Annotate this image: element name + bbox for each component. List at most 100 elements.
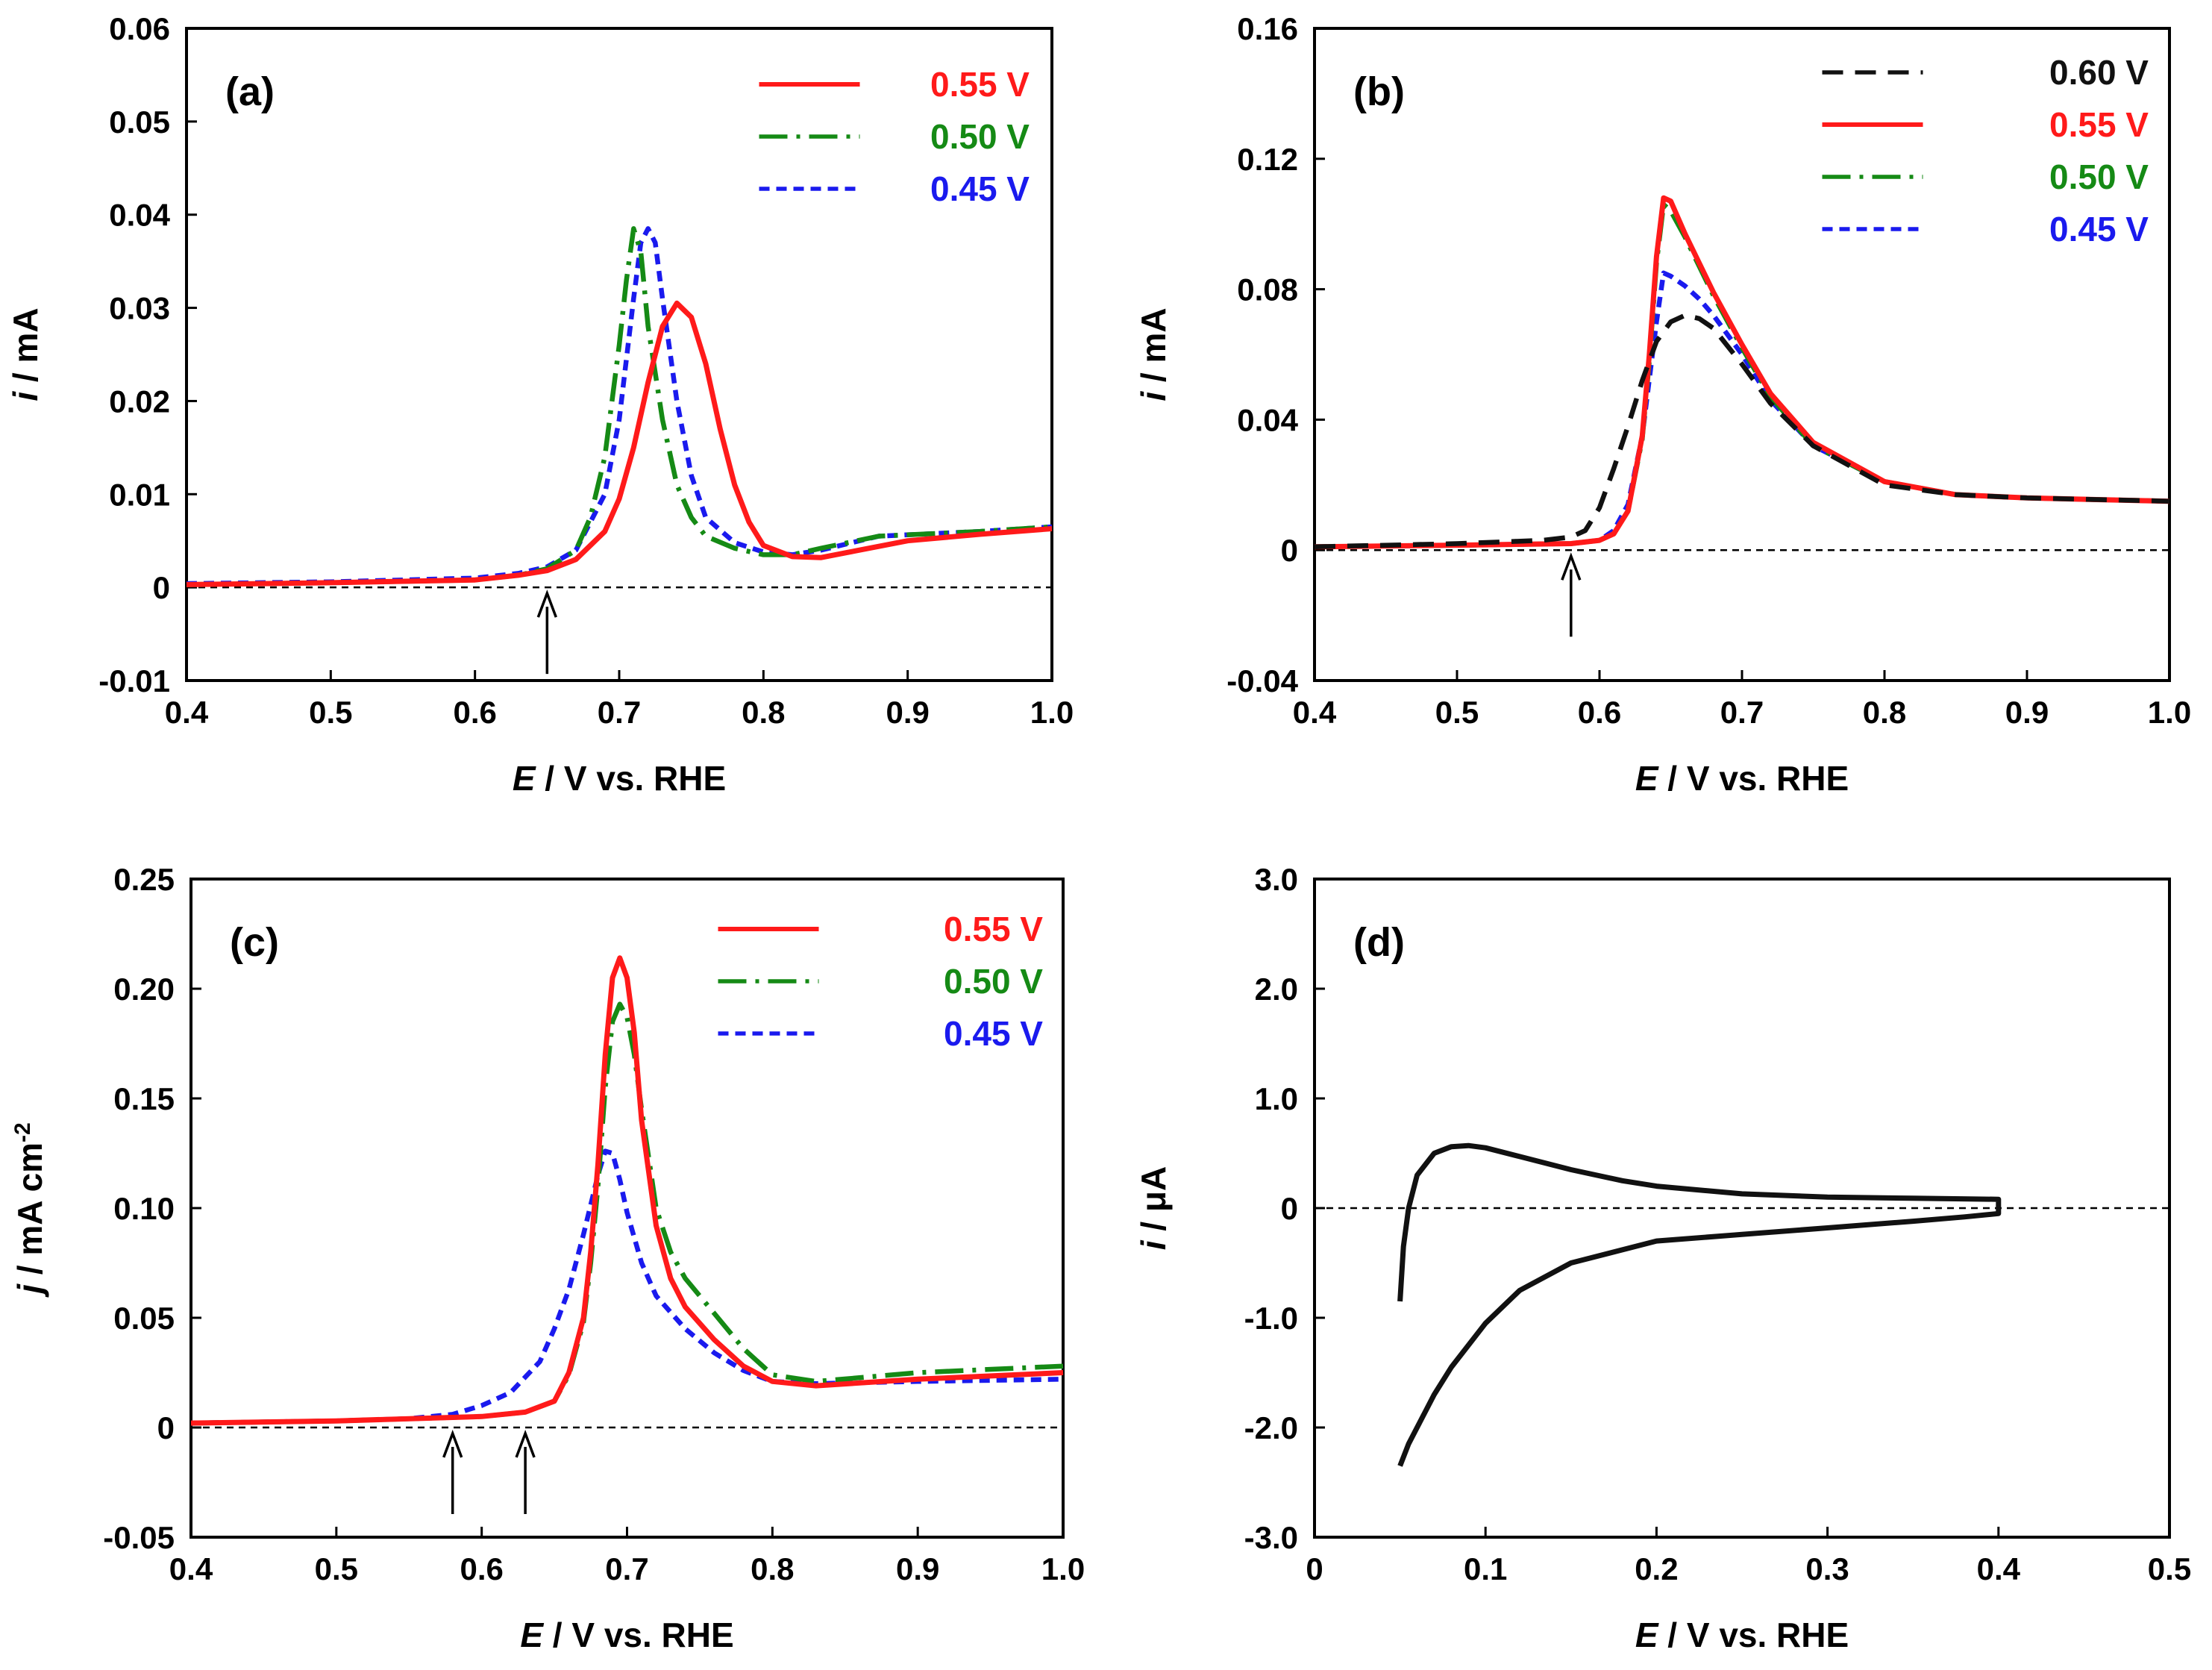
x-tick-label: 0.5 bbox=[309, 695, 352, 730]
x-tick-label: 1.0 bbox=[1030, 695, 1074, 730]
y-axis-label: i / μA bbox=[1134, 1166, 1173, 1251]
plot-frame bbox=[1313, 878, 2171, 1539]
panel-b: 0.4 0.5 0.6 0.7 0.8 0.9 1.0 -0.04 0 0.04 0.08 0.12 0… bbox=[1134, 11, 2191, 798]
panel-c: 0.4 0.5 0.6 0.7 0.8 0.9 1.0 -0.05 0 0.05 0.10 0.15 0… bbox=[10, 862, 1085, 1654]
y-tick-label: 0.05 bbox=[113, 1301, 175, 1336]
legend-label: 0.45 V bbox=[944, 1014, 1043, 1053]
y-tick-label: -0.05 bbox=[103, 1520, 175, 1555]
plot-frame bbox=[1313, 27, 2171, 682]
legend-label: 0.50 V bbox=[2049, 157, 2149, 196]
x-tick-label: 0.4 bbox=[1293, 695, 1337, 730]
y-tick-label: 0 bbox=[1281, 1191, 1298, 1226]
y-tick-label: 0.10 bbox=[113, 1191, 175, 1226]
legend-label: 0.50 V bbox=[944, 962, 1043, 1001]
x-axis-label: E / V vs. RHE bbox=[1635, 759, 1849, 798]
x-tick-label: 0.1 bbox=[1464, 1551, 1507, 1586]
series-line bbox=[1314, 201, 2170, 550]
legend-label: 0.45 V bbox=[930, 169, 1030, 208]
y-tick-label: 0 bbox=[1281, 533, 1298, 568]
legend: 0.55 V 0.50 V 0.45 V bbox=[759, 65, 1030, 208]
onset-arrow-head bbox=[536, 589, 557, 618]
y-tick-label: 0.04 bbox=[1237, 402, 1298, 437]
x-tick-label: 0.9 bbox=[896, 1551, 939, 1586]
y-tick-label: 0.03 bbox=[109, 291, 170, 326]
y-tick-label: 0.04 bbox=[109, 198, 170, 233]
x-tick-label: 0.8 bbox=[751, 1551, 794, 1586]
y-tick-label: 0.05 bbox=[109, 104, 170, 140]
legend-label: 0.45 V bbox=[2049, 210, 2149, 248]
legend: 0.55 V 0.50 V 0.45 V bbox=[718, 910, 1043, 1053]
x-tick-label: 1.0 bbox=[1041, 1551, 1085, 1586]
legend-label: 0.50 V bbox=[930, 117, 1030, 156]
y-tick-label: 0.15 bbox=[113, 1081, 175, 1116]
x-tick-label: 0.7 bbox=[605, 1551, 648, 1586]
series-line bbox=[190, 1148, 1064, 1426]
x-tick-label: 0.5 bbox=[315, 1551, 358, 1586]
series-line bbox=[1314, 313, 2170, 550]
x-axis-label: E / V vs. RHE bbox=[1635, 1616, 1849, 1654]
y-axis-label: j / mA cm-2 bbox=[10, 1122, 49, 1298]
x-axis-label: E / V vs. RHE bbox=[520, 1616, 733, 1654]
x-axis-label: E / V vs. RHE bbox=[513, 759, 726, 798]
y-tick-label: 0.06 bbox=[109, 11, 170, 46]
x-tick-label: 0.3 bbox=[1805, 1551, 1849, 1586]
panel-d: 0 0.1 0.2 0.3 0.4 0.5 -3.0 -2.0 -1.0 0 1.0 2.0 3.0 E … bbox=[1134, 862, 2191, 1654]
x-tick-label: 0.6 bbox=[1578, 695, 1621, 730]
series-line bbox=[1397, 1142, 2002, 1467]
legend-label: 0.55 V bbox=[944, 910, 1043, 948]
x-tick-label: 1.0 bbox=[2148, 695, 2191, 730]
legend-label: 0.60 V bbox=[2049, 53, 2149, 92]
onset-arrow-head bbox=[442, 1430, 463, 1458]
x-tick-label: 0.7 bbox=[598, 695, 641, 730]
x-tick-label: 0.2 bbox=[1635, 1551, 1678, 1586]
panel-a: 0.4 0.5 0.6 0.7 0.8 0.9 1.0 -0.01 0 0.01 0.02 0.03 0… bbox=[6, 11, 1074, 798]
y-tick-label: -0.01 bbox=[98, 663, 170, 698]
panel-label: (d) bbox=[1353, 920, 1405, 965]
series-line bbox=[186, 226, 1053, 587]
series-line bbox=[190, 955, 1064, 1426]
y-axis-label: i / mA bbox=[6, 307, 45, 401]
x-tick-label: 0.9 bbox=[2005, 695, 2049, 730]
x-tick-label: 0.5 bbox=[2148, 1551, 2191, 1586]
y-tick-label: 0.20 bbox=[113, 972, 175, 1007]
x-tick-label: 0.4 bbox=[169, 1551, 213, 1586]
panel-label: (a) bbox=[225, 69, 275, 114]
x-tick-label: 0.6 bbox=[453, 695, 496, 730]
y-tick-label: 0.16 bbox=[1237, 11, 1298, 46]
series-line bbox=[1314, 195, 2170, 550]
x-tick-label: 0.6 bbox=[460, 1551, 503, 1586]
series-line bbox=[186, 300, 1053, 587]
y-tick-label: -0.04 bbox=[1226, 663, 1298, 698]
y-tick-label: 0.12 bbox=[1237, 142, 1298, 177]
legend-label: 0.55 V bbox=[2049, 105, 2149, 144]
panel-label: (b) bbox=[1353, 69, 1405, 114]
x-tick-label: 0.5 bbox=[1435, 695, 1479, 730]
x-tick-label: 0.4 bbox=[165, 695, 209, 730]
y-axis-label: i / mA bbox=[1134, 307, 1173, 401]
onset-arrow-head bbox=[1561, 552, 1582, 581]
y-tick-label: 0.01 bbox=[109, 477, 170, 512]
x-tick-label: 0.7 bbox=[1720, 695, 1764, 730]
legend-label: 0.55 V bbox=[930, 65, 1030, 104]
y-tick-label: -3.0 bbox=[1244, 1520, 1298, 1555]
y-tick-label: 1.0 bbox=[1255, 1081, 1298, 1116]
x-tick-label: 0 bbox=[1306, 1551, 1323, 1586]
y-tick-label: -2.0 bbox=[1244, 1410, 1298, 1445]
y-tick-label: -1.0 bbox=[1244, 1301, 1298, 1336]
y-tick-label: 2.0 bbox=[1255, 972, 1298, 1007]
onset-arrow-head bbox=[515, 1430, 536, 1458]
x-tick-label: 0.8 bbox=[1863, 695, 1906, 730]
y-tick-label: 0.02 bbox=[109, 384, 170, 419]
y-tick-label: 0 bbox=[157, 1410, 175, 1445]
x-tick-label: 0.9 bbox=[886, 695, 929, 730]
y-tick-label: 0 bbox=[153, 570, 170, 605]
series-line bbox=[186, 226, 1053, 587]
y-tick-label: 0.08 bbox=[1237, 272, 1298, 307]
y-tick-label: 0.25 bbox=[113, 862, 175, 897]
x-tick-label: 0.4 bbox=[1977, 1551, 2021, 1586]
legend: 0.60 V 0.55 V 0.50 V 0.45 V bbox=[1822, 53, 2149, 248]
x-tick-label: 0.8 bbox=[742, 695, 785, 730]
series-line bbox=[1314, 270, 2170, 550]
panel-label: (c) bbox=[230, 920, 279, 965]
